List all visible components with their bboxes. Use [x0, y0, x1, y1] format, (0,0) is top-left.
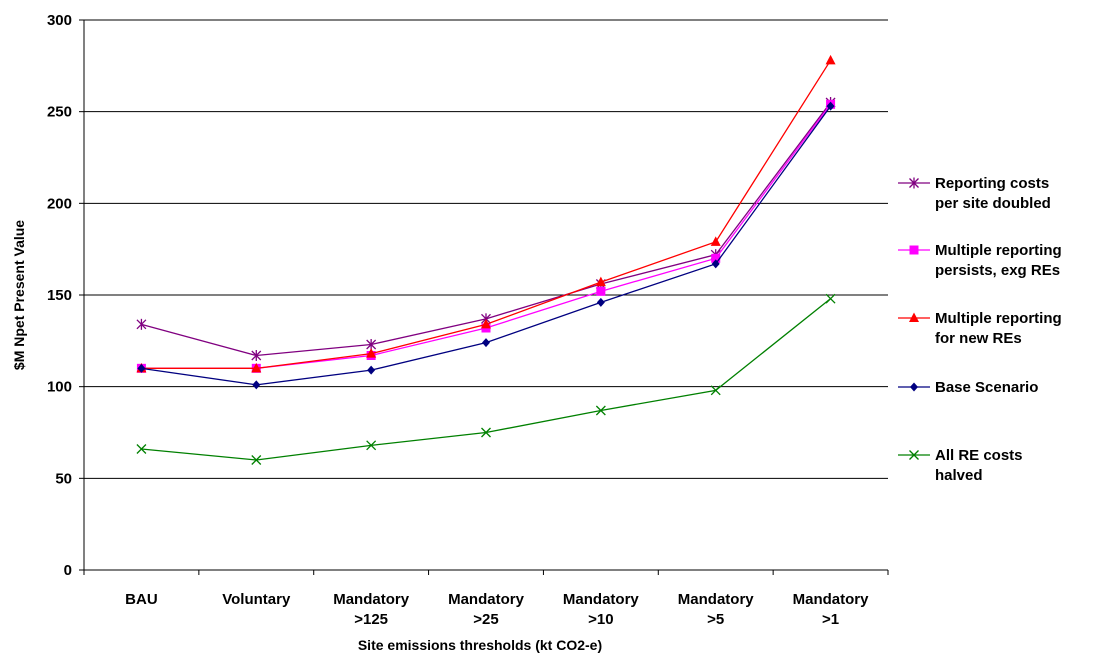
- legend-entry-3: Base Scenario: [898, 379, 1038, 396]
- marker-diamond: [826, 101, 835, 111]
- legend-swatch-marker: [909, 177, 919, 189]
- data-point: [481, 427, 491, 438]
- y-tick-label: 250: [47, 104, 72, 121]
- legend-swatch-marker: [909, 450, 919, 460]
- legend-label: Multiple reporting persists, exg REs: [935, 242, 1062, 279]
- data-point: [711, 259, 720, 269]
- data-point: [596, 297, 605, 307]
- x-tick-label: Mandatory >5: [678, 591, 755, 628]
- marker-diamond: [711, 259, 720, 269]
- data-point: [711, 253, 721, 263]
- data-point: [826, 101, 835, 111]
- data-point: [136, 318, 147, 330]
- legend-label: All RE costs halved: [935, 447, 1023, 484]
- marker-diamond: [137, 363, 146, 373]
- marker-triangle: [595, 276, 606, 287]
- marker-x-stroke: [251, 455, 262, 465]
- data-point: [251, 350, 262, 361]
- data-point: [825, 293, 836, 304]
- gridlines: [84, 19, 888, 479]
- x-tick-label: Voluntary: [222, 591, 291, 608]
- data-point: [825, 54, 836, 65]
- marker-diamond: [910, 382, 918, 392]
- legend-swatch-marker: [909, 245, 919, 255]
- series-lines: [136, 54, 836, 465]
- series-4: [136, 293, 836, 465]
- legend-swatch-marker: [909, 312, 919, 322]
- x-tick-label: Mandatory >1: [793, 591, 870, 628]
- legend-entry-1: Multiple reporting persists, exg REs: [898, 242, 1062, 279]
- data-point: [595, 405, 606, 416]
- data-point: [366, 348, 377, 358]
- marker-triangle: [366, 348, 377, 358]
- data-point: [252, 380, 261, 390]
- data-point: [710, 385, 721, 396]
- marker-x-stroke: [909, 450, 919, 460]
- legend-label: Multiple reporting for new REs: [935, 310, 1062, 347]
- data-point: [595, 276, 606, 287]
- legend-swatch-marker: [910, 382, 918, 392]
- marker-x-stroke: [710, 385, 721, 396]
- data-point: [710, 236, 721, 246]
- marker-triangle: [909, 312, 919, 322]
- data-point: [482, 338, 490, 348]
- data-point: [251, 362, 262, 373]
- legend-entry-0: Reporting costs per site doubled: [898, 175, 1051, 212]
- x-tick-label: Mandatory >10: [563, 591, 640, 628]
- data-point: [481, 318, 491, 329]
- legend-entry-4: All RE costs halved: [898, 447, 1023, 484]
- marker-x-stroke: [366, 440, 377, 451]
- y-tick-label: 0: [64, 562, 72, 579]
- series-2: [136, 54, 836, 373]
- marker-triangle: [481, 318, 491, 329]
- marker-x-stroke: [595, 405, 606, 416]
- legend-label: Reporting costs per site doubled: [935, 175, 1051, 212]
- data-point: [367, 365, 376, 375]
- marker-triangle: [251, 362, 262, 373]
- data-point: [136, 444, 147, 454]
- axes: 0 50 100 150 200 250 300 BAU Voluntary Mandatory >…: [47, 12, 889, 628]
- marker-diamond: [252, 380, 261, 390]
- marker-x-stroke: [136, 444, 147, 454]
- data-point: [137, 363, 146, 373]
- data-point: [596, 286, 606, 296]
- marker-triangle: [825, 54, 836, 65]
- legend-label: Base Scenario: [935, 379, 1038, 396]
- marker-triangle: [710, 236, 721, 246]
- marker-diamond: [596, 297, 605, 307]
- y-axis-title: $M Npet Present Value: [11, 220, 27, 370]
- x-axis-title: Site emissions thresholds (kt CO2-e): [358, 637, 602, 653]
- marker-x-stroke: [825, 293, 836, 304]
- data-point: [366, 440, 377, 451]
- y-tick-label: 300: [47, 12, 72, 29]
- marker-square: [711, 253, 721, 263]
- marker-diamond: [482, 338, 490, 348]
- series-3: [137, 101, 835, 390]
- y-tick-label: 50: [55, 470, 72, 487]
- x-tick-label: Mandatory >125: [333, 591, 410, 628]
- marker-square: [596, 286, 606, 296]
- y-tick-label: 150: [47, 287, 72, 304]
- marker-diamond: [367, 365, 376, 375]
- x-tick-label: Mandatory >25: [448, 591, 525, 628]
- x-tick-label: BAU: [125, 591, 158, 608]
- marker-x-stroke: [481, 427, 491, 438]
- legend: Reporting costs per site doubled Multiple …: [898, 175, 1062, 484]
- legend-entry-2: Multiple reporting for new REs: [898, 310, 1062, 347]
- marker-square: [909, 245, 919, 255]
- y-tick-label: 100: [47, 379, 72, 396]
- y-tick-label: 200: [47, 195, 72, 212]
- data-point: [251, 455, 262, 465]
